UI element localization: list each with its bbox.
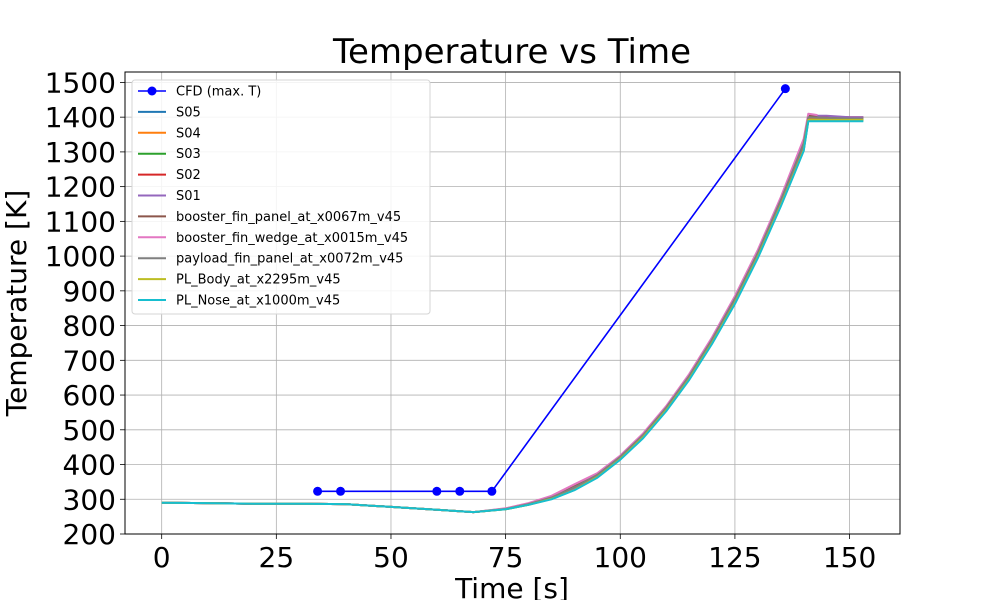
x-tick-label: 75 (488, 541, 524, 574)
legend-entry: booster_fin_wedge_at_x0015m_v45 (138, 231, 408, 246)
y-tick-label: 300 (63, 483, 116, 516)
legend-label: booster_fin_panel_at_x0067m_v45 (176, 210, 401, 225)
data-point (336, 486, 346, 496)
y-tick-label: 1500 (45, 66, 116, 99)
y-tick-label: 400 (63, 449, 116, 482)
y-axis-title: Temperature [K] (0, 190, 33, 417)
legend-label: CFD (max. T) (176, 85, 261, 100)
legend-label: S01 (176, 189, 201, 204)
legend-label: booster_fin_wedge_at_x0015m_v45 (176, 231, 408, 246)
legend-entry: PL_Nose_at_x1000m_v45 (138, 294, 340, 309)
data-point (780, 84, 790, 94)
axis-ticks: 0 25 50 75 100 125 150 200300400500600700800900… (45, 66, 877, 574)
legend-entry: S02 (138, 168, 201, 183)
legend-entry: PL_Body_at_x2295m_v45 (138, 273, 341, 288)
series-10 (161, 120, 864, 514)
legend: CFD (max. T) S05 S04 S03 S02 S01 booster_fin_p… (131, 79, 431, 315)
legend-label: payload_fin_panel_at_x0072m_v45 (176, 252, 403, 267)
y-tick-label: 1000 (45, 240, 116, 273)
x-tick-label: 50 (373, 541, 409, 574)
legend-entry: S01 (138, 189, 201, 204)
legend-entry: S04 (138, 126, 201, 141)
x-tick-label: 100 (594, 541, 647, 574)
x-axis-title: Time [s] (454, 572, 569, 600)
x-tick-label: 125 (708, 541, 761, 574)
series-lines (161, 84, 864, 514)
y-tick-label: 700 (63, 344, 116, 377)
chart-title: Temperature vs Time (332, 32, 691, 72)
series-line (161, 120, 864, 514)
y-tick-label: 1300 (45, 136, 116, 169)
y-tick-label: 1200 (45, 171, 116, 204)
y-tick-label: 900 (63, 275, 116, 308)
x-tick-label: 0 (153, 541, 171, 574)
series-0 (313, 84, 790, 496)
data-point (487, 486, 497, 496)
data-point (432, 486, 442, 496)
legend-label: S04 (176, 126, 201, 141)
legend-entry: booster_fin_panel_at_x0067m_v45 (138, 210, 401, 225)
data-point (455, 486, 465, 496)
x-tick-label: 150 (823, 541, 876, 574)
y-tick-label: 500 (63, 414, 116, 447)
legend-label: S05 (176, 105, 201, 120)
plot-area-frame (124, 71, 901, 535)
y-tick-label: 600 (63, 379, 116, 412)
y-tick-label: 800 (63, 310, 116, 343)
x-tick-label: 25 (259, 541, 295, 574)
legend-label: PL_Nose_at_x1000m_v45 (176, 294, 340, 309)
legend-label: S03 (176, 147, 201, 162)
legend-entry: S03 (138, 147, 201, 162)
legend-entry: payload_fin_panel_at_x0072m_v45 (138, 252, 403, 267)
y-tick-label: 200 (63, 518, 116, 551)
legend-label: PL_Body_at_x2295m_v45 (176, 273, 341, 288)
legend-label: S02 (176, 168, 201, 183)
legend-marker (147, 86, 157, 96)
data-point (313, 486, 323, 496)
y-tick-label: 1100 (45, 205, 116, 238)
legend-entry: CFD (max. T) (138, 85, 261, 100)
legend-box (131, 79, 431, 315)
legend-entry: S05 (138, 105, 201, 120)
y-tick-label: 1400 (45, 101, 116, 134)
